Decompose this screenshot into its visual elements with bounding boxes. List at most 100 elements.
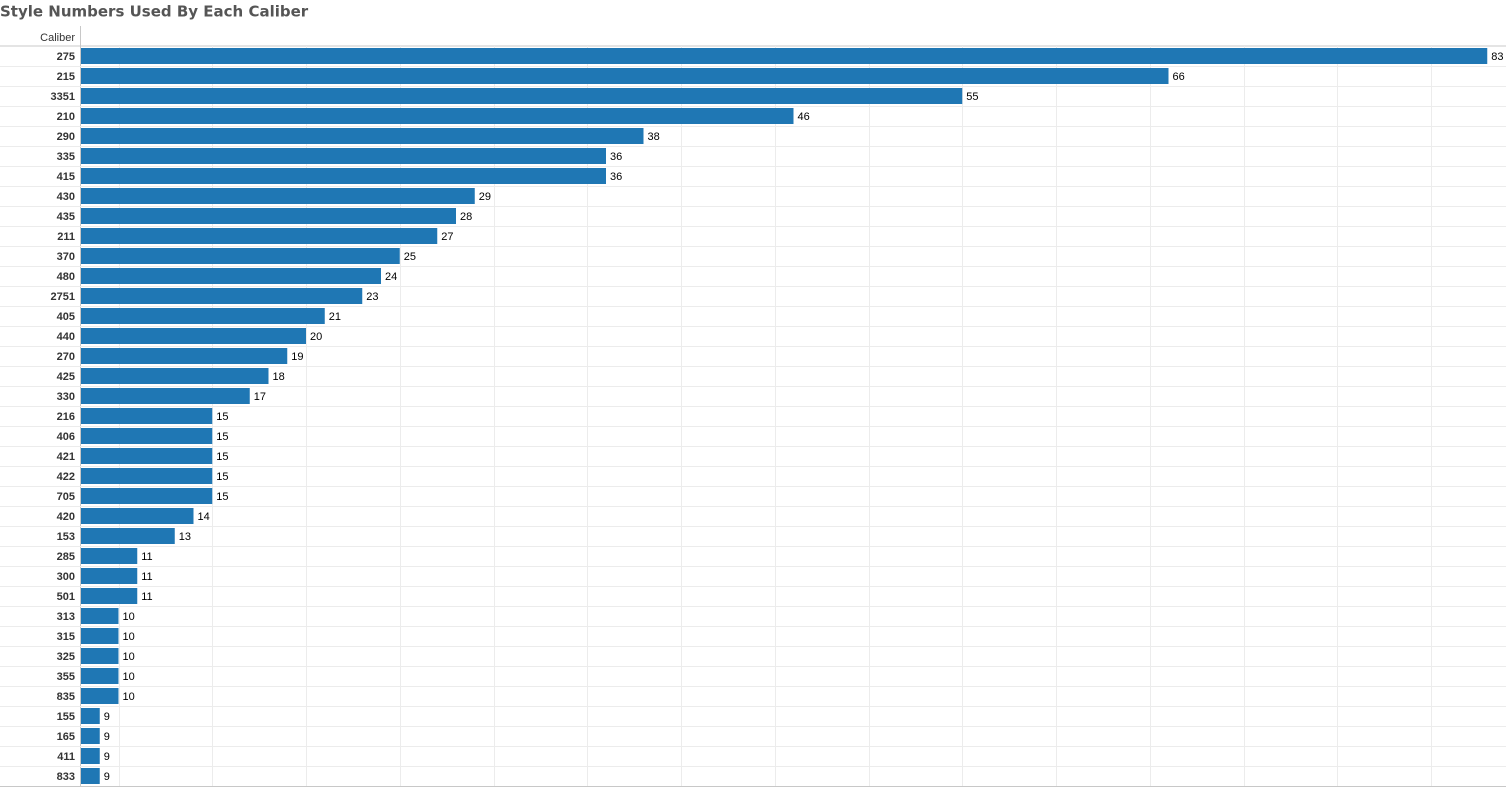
category-label: 290 — [57, 131, 75, 143]
category-label: 275 — [57, 51, 75, 63]
category-label: 406 — [57, 431, 75, 443]
data-label: 18 — [273, 371, 285, 383]
bar — [81, 68, 1169, 84]
data-label: 27 — [441, 231, 453, 243]
category-label: 370 — [57, 251, 75, 263]
bar — [81, 548, 138, 564]
category-label: 3351 — [51, 91, 75, 103]
data-label: 11 — [141, 591, 152, 603]
category-label: 435 — [57, 211, 75, 223]
data-label: 10 — [123, 631, 135, 643]
data-label: 10 — [123, 611, 135, 623]
bar — [81, 508, 194, 524]
category-label: 313 — [57, 611, 75, 623]
data-label: 10 — [123, 691, 135, 703]
data-label: 13 — [179, 531, 191, 543]
category-label: 480 — [57, 271, 75, 283]
category-label: 155 — [57, 711, 75, 723]
data-label: 15 — [216, 411, 228, 423]
bar — [81, 48, 1488, 64]
bar — [81, 728, 100, 744]
data-label: 15 — [216, 431, 228, 443]
bar — [81, 348, 288, 364]
category-label: 335 — [57, 151, 75, 163]
data-label: 46 — [798, 111, 810, 123]
data-label: 10 — [123, 671, 135, 683]
row-header: Caliber — [40, 32, 75, 44]
data-label: 10 — [123, 651, 135, 663]
category-label: 355 — [57, 671, 75, 683]
data-label: 24 — [385, 271, 397, 283]
bar — [81, 168, 606, 184]
bar — [81, 708, 100, 724]
data-label: 15 — [216, 491, 228, 503]
bar — [81, 768, 100, 784]
data-label: 83 — [1491, 51, 1503, 63]
category-label: 216 — [57, 411, 75, 423]
category-label: 270 — [57, 351, 75, 363]
category-label: 330 — [57, 391, 75, 403]
category-label: 2751 — [51, 291, 75, 303]
data-label: 21 — [329, 311, 341, 323]
category-label: 440 — [57, 331, 75, 343]
bar — [81, 588, 138, 604]
data-label: 17 — [254, 391, 266, 403]
bar — [81, 628, 119, 644]
data-label: 11 — [141, 551, 152, 563]
bar — [81, 648, 119, 664]
data-label: 9 — [104, 731, 110, 743]
data-label: 66 — [1173, 71, 1185, 83]
bar — [81, 468, 213, 484]
bar — [81, 208, 456, 224]
category-label: 420 — [57, 511, 75, 523]
category-label: 421 — [57, 451, 75, 463]
data-label: 11 — [141, 571, 152, 583]
data-label: 29 — [479, 191, 491, 203]
category-label: 165 — [57, 731, 75, 743]
data-label: 15 — [216, 451, 228, 463]
bar — [81, 108, 794, 124]
category-label: 411 — [57, 751, 75, 763]
bar — [81, 748, 100, 764]
bar — [81, 268, 381, 284]
data-label: 55 — [966, 91, 978, 103]
data-label: 36 — [610, 171, 622, 183]
bar — [81, 388, 250, 404]
bar — [81, 528, 175, 544]
bar — [81, 408, 213, 424]
bar — [81, 188, 475, 204]
bar — [81, 368, 269, 384]
category-label: 325 — [57, 651, 75, 663]
data-label: 9 — [104, 711, 110, 723]
category-label: 153 — [57, 531, 75, 543]
bar — [81, 488, 213, 504]
category-label: 210 — [57, 111, 75, 123]
bar — [81, 448, 213, 464]
category-label: 501 — [57, 591, 75, 603]
data-label: 9 — [104, 771, 110, 783]
bar — [81, 288, 363, 304]
category-label: 415 — [57, 171, 75, 183]
category-label: 315 — [57, 631, 75, 643]
data-label: 36 — [610, 151, 622, 163]
data-label: 23 — [366, 291, 378, 303]
data-label: 38 — [648, 131, 660, 143]
category-label: 833 — [57, 771, 75, 783]
data-label: 14 — [198, 511, 210, 523]
category-label: 422 — [57, 471, 75, 483]
chart-title: Style Numbers Used By Each Caliber — [0, 3, 309, 21]
data-label: 28 — [460, 211, 472, 223]
category-label: 425 — [57, 371, 75, 383]
category-label: 405 — [57, 311, 75, 323]
data-label: 15 — [216, 471, 228, 483]
category-label: 430 — [57, 191, 75, 203]
bar — [81, 308, 325, 324]
bar — [81, 248, 400, 264]
data-label: 25 — [404, 251, 416, 263]
category-label: 215 — [57, 71, 75, 83]
bar — [81, 328, 306, 344]
category-label: 835 — [57, 691, 75, 703]
category-label: 300 — [57, 571, 75, 583]
